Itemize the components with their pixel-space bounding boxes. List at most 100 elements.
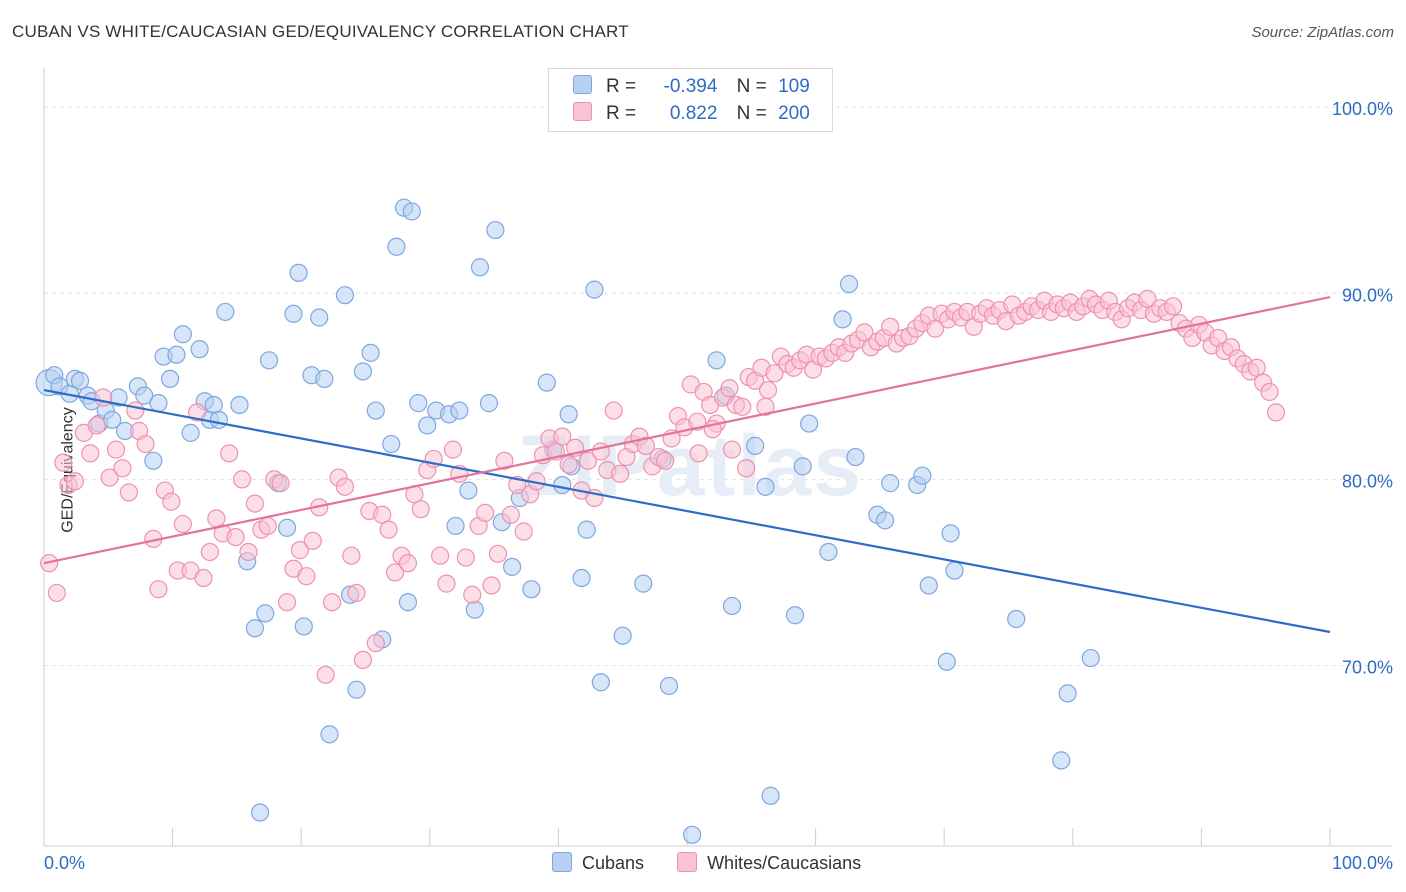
gridlines: [44, 106, 1392, 666]
x-tick-label-right: 100.0%: [1332, 853, 1393, 873]
legend-swatch-whites: [573, 102, 592, 121]
point-whites: [604, 401, 623, 420]
point-cubans: [659, 676, 679, 696]
point-whites: [239, 542, 258, 562]
point-whites: [271, 474, 290, 493]
point-cubans: [289, 263, 308, 282]
correlation-legend: R = -0.394 N = 109 R = 0.822 N = 200: [548, 68, 833, 132]
point-whites: [54, 453, 73, 472]
point-cubans: [833, 310, 852, 329]
point-whites: [200, 542, 219, 562]
point-cubans: [503, 557, 522, 576]
point-whites: [194, 568, 213, 588]
legend-n-label: N =: [736, 103, 767, 124]
point-cubans: [479, 394, 499, 413]
point-whites: [136, 434, 155, 454]
point-cubans: [846, 447, 865, 467]
point-cubans: [209, 410, 228, 429]
point-whites: [611, 464, 630, 483]
point-whites: [1266, 403, 1286, 422]
legend-row-cubans: R = -0.394 N = 109: [573, 75, 810, 99]
point-cubans: [144, 451, 163, 470]
point-whites: [385, 563, 405, 582]
point-whites: [106, 440, 126, 459]
point-whites: [758, 380, 778, 400]
point-whites: [756, 397, 775, 416]
point-cubans: [459, 481, 478, 500]
legend-n-value: 109: [778, 76, 810, 97]
point-whites: [737, 459, 756, 478]
trend-lines: [43, 295, 1331, 634]
point-cubans: [335, 286, 355, 305]
series-name-whites: Whites/Caucasians: [707, 853, 862, 873]
point-whites: [656, 451, 675, 470]
point-cubans: [875, 511, 895, 530]
tick-labels: 100.0% 90.0% 80.0% 70.0% 0.0% 100.0%: [44, 99, 1393, 873]
point-whites: [553, 427, 572, 446]
point-cubans: [173, 325, 192, 344]
point-cubans: [310, 308, 329, 327]
point-whites: [149, 580, 168, 599]
point-cubans: [585, 280, 604, 299]
point-cubans: [353, 362, 373, 381]
trend-line-cubans: [43, 388, 1331, 634]
point-cubans: [941, 524, 960, 543]
point-whites: [100, 468, 119, 487]
point-cubans: [553, 475, 572, 495]
point-cubans: [761, 786, 780, 805]
point-cubans: [409, 394, 428, 413]
point-cubans: [522, 580, 541, 599]
point-cubans: [800, 414, 819, 433]
point-whites: [47, 583, 66, 603]
point-whites: [65, 472, 84, 491]
point-whites: [87, 416, 106, 435]
point-whites: [443, 440, 463, 459]
point-cubans: [366, 401, 385, 420]
trend-line-whites: [43, 295, 1331, 565]
point-cubans: [937, 652, 956, 671]
legend-swatch-cubans: [573, 75, 592, 94]
point-cubans: [559, 405, 578, 424]
point-whites: [342, 546, 361, 565]
point-whites: [126, 401, 145, 420]
y-tick-label: 80.0%: [1342, 471, 1393, 491]
point-whites: [578, 451, 598, 470]
point-whites: [366, 634, 385, 653]
point-cubans: [785, 606, 805, 625]
point-whites: [463, 585, 482, 604]
point-whites: [245, 494, 265, 513]
legend-r-value: 0.822: [669, 103, 718, 124]
series-legend: Cubans Whites/Caucasians: [552, 852, 889, 874]
point-whites: [475, 503, 495, 522]
point-cubans: [919, 576, 938, 595]
point-whites: [456, 548, 475, 567]
point-whites: [495, 451, 514, 470]
point-whites: [1164, 297, 1183, 316]
point-cubans: [945, 561, 964, 580]
point-cubans: [70, 371, 90, 390]
point-whites: [501, 505, 520, 524]
point-cubans: [167, 345, 186, 364]
point-whites: [881, 317, 900, 336]
point-whites: [290, 541, 310, 560]
point-whites: [277, 593, 297, 612]
series-legend-whites: Whites/Caucasians: [677, 852, 861, 874]
point-cubans: [450, 401, 469, 420]
point-whites: [187, 403, 207, 422]
chart-source: Source: ZipAtlas.com: [1251, 24, 1394, 41]
point-cubans: [149, 394, 168, 413]
point-cubans: [572, 568, 591, 588]
point-whites: [81, 444, 100, 463]
data-points: [35, 198, 1286, 844]
point-cubans: [277, 518, 297, 537]
point-whites: [316, 665, 335, 684]
point-cubans: [181, 423, 200, 442]
point-cubans: [591, 673, 610, 692]
point-whites: [258, 516, 277, 536]
point-cubans: [486, 220, 505, 240]
point-whites: [398, 554, 418, 573]
point-cubans: [216, 302, 235, 322]
point-cubans: [881, 474, 900, 493]
point-whites: [322, 593, 342, 612]
